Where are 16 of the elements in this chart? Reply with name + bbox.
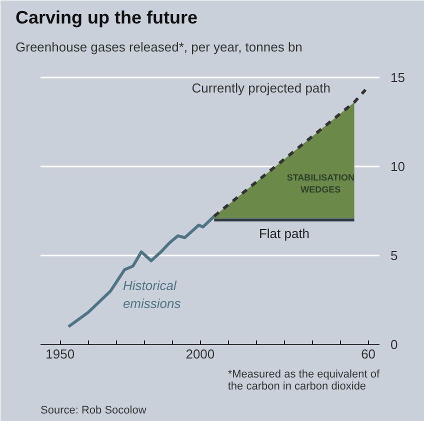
source-note: Source: Rob Socolow [40, 404, 146, 416]
chart-subtitle: Greenhouse gases released*, per year, tonnes bn [16, 40, 302, 54]
y-tick-label: 5 [390, 248, 398, 263]
line-series [67, 214, 216, 328]
annotation: STABILISATION WEDGES [286, 172, 355, 194]
series-label: Currently projected path [192, 80, 330, 96]
x-tick-label: 1950 [46, 346, 75, 362]
y-tick-label: 10 [390, 158, 405, 174]
chart-title: Carving up the future [16, 8, 198, 28]
x-tick-label: 60 [361, 346, 376, 362]
y-tick-label: 15 [390, 70, 405, 85]
series-label: Flat path [258, 226, 310, 241]
x-tick-label: 2000 [186, 346, 215, 362]
series-label: Historical emissions [122, 278, 182, 312]
text: *Measured as the equivalent of the carbon in carbon dioxide [228, 368, 380, 392]
y-tick-label: 0 [390, 337, 398, 352]
